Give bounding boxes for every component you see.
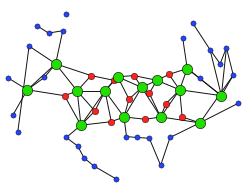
Point (75, 144, 79, 147)
Point (6, 77, 10, 80)
Point (46, 32, 50, 35)
Point (179, 115, 183, 119)
Point (124, 135, 128, 138)
Point (217, 62, 221, 65)
Point (111, 79, 115, 82)
Point (147, 92, 151, 95)
Point (62, 94, 66, 97)
Point (79, 124, 83, 127)
Point (235, 102, 239, 105)
Point (115, 75, 119, 78)
Point (75, 89, 79, 92)
Point (11, 113, 15, 116)
Point (25, 88, 29, 91)
Point (42, 76, 46, 79)
Point (230, 74, 234, 77)
Point (163, 102, 167, 105)
Point (197, 77, 201, 80)
Point (60, 29, 65, 32)
Point (103, 89, 107, 92)
Point (82, 156, 86, 159)
Point (127, 98, 131, 101)
Point (180, 36, 184, 39)
Point (16, 131, 20, 134)
Point (147, 137, 151, 140)
Point (139, 86, 143, 89)
Point (53, 62, 57, 65)
Point (143, 118, 147, 121)
Point (114, 178, 118, 181)
Point (218, 94, 223, 97)
Point (132, 74, 136, 77)
Point (167, 136, 171, 139)
Point (197, 121, 201, 124)
Point (177, 88, 181, 91)
Point (89, 74, 93, 77)
Point (64, 136, 68, 139)
Point (64, 13, 68, 16)
Point (27, 45, 31, 48)
Point (158, 115, 162, 119)
Point (207, 48, 211, 51)
Point (134, 136, 138, 139)
Point (35, 25, 39, 28)
Point (158, 164, 162, 167)
Point (154, 79, 158, 82)
Point (190, 22, 194, 25)
Point (109, 120, 113, 123)
Point (224, 46, 228, 49)
Point (92, 110, 97, 113)
Point (184, 67, 188, 70)
Point (91, 164, 95, 167)
Point (121, 115, 125, 119)
Point (166, 73, 170, 76)
